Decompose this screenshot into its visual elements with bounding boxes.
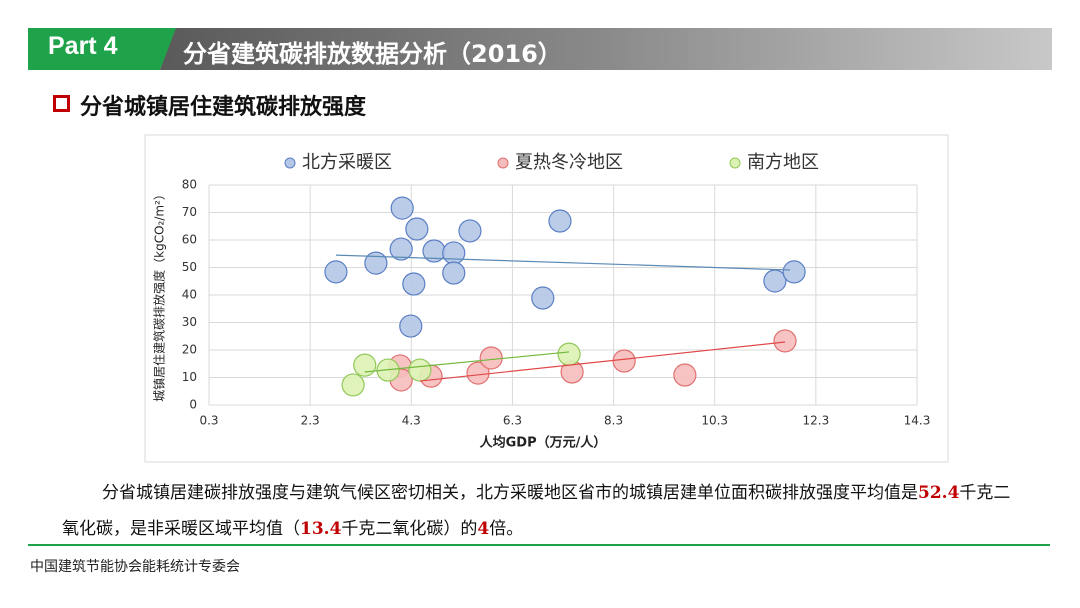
point xyxy=(402,272,426,296)
header-bar xyxy=(160,28,1052,70)
legend-label: 夏热冬冷地区 xyxy=(515,152,623,173)
legend-marker xyxy=(284,157,296,169)
x-tick-label: 0.3 xyxy=(199,414,218,428)
header-tab xyxy=(28,28,178,70)
point xyxy=(390,196,414,220)
point xyxy=(548,209,572,233)
chart: 0 10 20 30 40 50 60 70 80 0.3 2.3 4.3 6.3 8.3 10.3 12.3… xyxy=(144,134,949,463)
footer-line xyxy=(28,544,1050,546)
highlight-text: 13.4 xyxy=(300,519,342,539)
text: 千克二氧化碳）的 xyxy=(341,519,478,539)
footer: 中国建筑节能协会能耗统计专委会 xyxy=(30,559,240,575)
x-tick-label: 8.3 xyxy=(604,414,623,428)
y-tick-label: 0 xyxy=(189,398,197,412)
x-tick-label: 4.3 xyxy=(402,414,421,428)
point xyxy=(341,373,365,397)
point xyxy=(557,342,581,366)
point xyxy=(612,349,636,373)
point xyxy=(442,261,466,285)
y-axis-label: 城镇居住建筑碳排放强度（kgCO₂/m²） xyxy=(152,188,167,402)
y-tick-label: 10 xyxy=(182,370,197,384)
point xyxy=(353,353,377,377)
trend-line xyxy=(364,351,570,373)
section-title: 分省城镇居住建筑碳排放强度 xyxy=(80,94,367,120)
y-tick-label: 70 xyxy=(182,205,197,219)
x-tick-label: 14.3 xyxy=(904,414,931,428)
legend-label: 南方地区 xyxy=(747,152,819,173)
y-tick-label: 40 xyxy=(182,288,197,302)
y-tick-label: 80 xyxy=(182,178,197,192)
point xyxy=(673,363,697,387)
point xyxy=(479,346,503,370)
text: 分省城镇居建碳排放强度与建筑气候区密切相关，北方采暖地区省市的城镇居建单位面积碳… xyxy=(102,483,918,503)
point xyxy=(405,217,429,241)
point xyxy=(531,286,555,310)
point xyxy=(324,260,348,284)
x-tick-label: 12.3 xyxy=(802,414,829,428)
paragraph: 分省城镇居建碳排放强度与建筑气候区密切相关，北方采暖地区省市的城镇居建单位面积碳… xyxy=(62,475,1022,547)
legend-label: 北方采暖区 xyxy=(302,152,392,173)
point xyxy=(782,260,806,284)
header-title: 分省建筑碳排放数据分析（2016） xyxy=(183,40,562,68)
x-tick-label: 10.3 xyxy=(701,414,728,428)
legend-marker xyxy=(497,157,509,169)
bullet-box xyxy=(53,95,70,112)
part-label: Part 4 xyxy=(48,32,118,60)
y-tick-label: 50 xyxy=(182,260,197,274)
y-tick-label: 30 xyxy=(182,315,197,329)
point xyxy=(389,237,413,261)
highlight-text: 52.4 xyxy=(918,483,960,503)
x-tick-label: 6.3 xyxy=(503,414,522,428)
point xyxy=(458,219,482,243)
text: 千克二氧化碳，是非采暖区域平均值（ xyxy=(62,483,1011,539)
trend-line xyxy=(335,254,791,271)
point xyxy=(408,358,432,382)
point xyxy=(442,241,466,265)
legend-marker xyxy=(729,157,741,169)
point xyxy=(773,329,797,353)
highlight-text: 4 xyxy=(477,519,490,539)
point xyxy=(399,314,423,338)
x-tick-label: 2.3 xyxy=(301,414,320,428)
text: 倍。 xyxy=(489,519,524,539)
y-tick-label: 60 xyxy=(182,233,197,247)
trend-line xyxy=(419,341,786,382)
x-axis-label: 人均GDP（万元/人） xyxy=(480,435,607,451)
point xyxy=(364,251,388,275)
y-tick-label: 20 xyxy=(182,343,197,357)
